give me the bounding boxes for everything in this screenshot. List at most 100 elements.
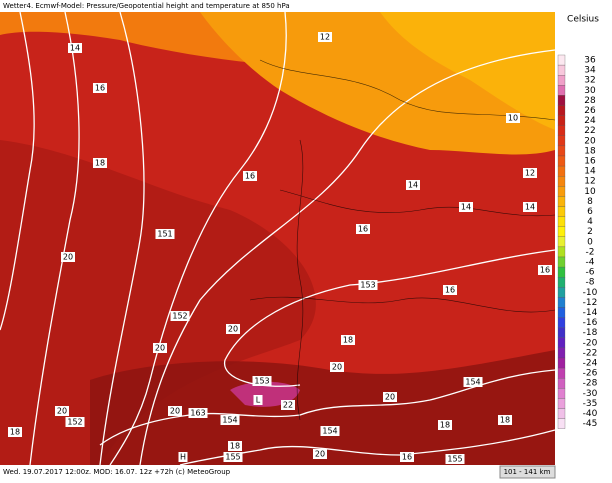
legend-swatch (557, 64, 566, 76)
legend-label: 6 (587, 207, 593, 217)
contour-label: 20 (385, 393, 395, 402)
contour-label: 18 (10, 428, 20, 437)
contour-label: 14 (70, 44, 80, 53)
legend-swatch (557, 75, 566, 86)
legend-label: 4 (587, 217, 593, 227)
label-box (463, 377, 483, 387)
label-box (506, 113, 520, 123)
label-box (445, 454, 465, 464)
dark-region (0, 140, 316, 465)
label-box (313, 449, 327, 459)
legend-label: -24 (583, 359, 598, 369)
header-title: Wetter4. Ecmwf-Model: Pressure/Geopotent… (3, 2, 290, 10)
legend-label: 34 (584, 66, 596, 76)
label-box (383, 392, 397, 402)
contour-label: 153 (360, 281, 375, 290)
label-box (170, 311, 190, 321)
label-box (243, 171, 257, 181)
legend-swatch (557, 186, 566, 197)
label-box (459, 202, 473, 212)
yellow-region (380, 12, 555, 130)
legend-label: 22 (584, 126, 595, 136)
legend-label: 2 (587, 227, 593, 237)
label-box (253, 395, 263, 405)
label-box (65, 417, 85, 427)
label-box (168, 406, 182, 416)
contour-label: 153 (254, 377, 269, 386)
legend-swatch (557, 226, 566, 237)
legend-swatch (557, 398, 566, 409)
borders (249, 59, 556, 421)
contour-label: 154 (322, 427, 337, 436)
legend-swatch (557, 145, 566, 157)
legend-swatch (557, 277, 566, 288)
legend-label: -12 (583, 298, 598, 308)
label-box (153, 343, 167, 353)
label-box (93, 83, 107, 93)
legend-swatch (557, 388, 566, 399)
contour-label: 16 (95, 84, 105, 93)
legend-swatch (557, 408, 566, 419)
label-box (358, 280, 378, 290)
legend-label: 0 (587, 237, 593, 247)
legend-swatch (557, 418, 566, 429)
legend-label: -2 (586, 247, 595, 257)
legend-label: -26 (583, 369, 598, 379)
contour-label: 20 (170, 407, 180, 416)
contour-label: 12 (525, 169, 535, 178)
label-box (8, 427, 22, 437)
legend-swatch (557, 135, 566, 147)
contour-label: 20 (57, 407, 67, 416)
contour-label: H (180, 453, 186, 462)
isohypses (0, 11, 556, 466)
contour-label: 16 (245, 172, 255, 181)
label-box (228, 441, 242, 451)
label-box (281, 400, 295, 410)
footer-right: 101 - 141 km (504, 468, 551, 476)
legend-label: 20 (584, 136, 596, 146)
label-box (523, 168, 537, 178)
legend-swatch (557, 357, 566, 369)
contour-label: 12 (320, 33, 330, 42)
legend-swatch (557, 337, 566, 349)
footer-left: Wed. 19.07.2017 12:00z. MOD: 16.07. 12z … (3, 468, 231, 476)
legend-label: 26 (584, 106, 596, 116)
legend-label: -4 (586, 258, 595, 268)
contour-label: 20 (228, 325, 238, 334)
label-box (443, 285, 457, 295)
legend-label: 36 (584, 56, 596, 66)
contour-label: 20 (155, 344, 165, 353)
label-box (498, 415, 512, 425)
contour-label: 18 (440, 421, 450, 430)
label-box (330, 362, 344, 372)
contour-label: 16 (358, 225, 368, 234)
legend-label: 8 (587, 197, 593, 207)
legend-label: -28 (583, 379, 598, 389)
contour-label: 14 (461, 203, 471, 212)
label-box (188, 408, 208, 418)
legend-label: 16 (584, 157, 596, 167)
label-box (538, 265, 552, 275)
contour-label: 10 (508, 114, 518, 123)
contour-label: 20 (63, 253, 73, 262)
legend-label: -40 (583, 409, 598, 419)
contour-label: 22 (283, 401, 293, 410)
contour-label: 14 (525, 203, 535, 212)
legend-label: 30 (584, 86, 596, 96)
contour-label: 154 (222, 416, 237, 425)
label-box (68, 43, 82, 53)
legend-swatch (557, 165, 566, 177)
contour-label: 152 (172, 312, 187, 321)
legend-label: -14 (583, 308, 598, 318)
legend-label: -6 (586, 268, 595, 278)
legend-label: 32 (584, 76, 595, 86)
contour-label: L (256, 396, 261, 405)
label-box (318, 32, 332, 42)
contour-label: 20 (315, 450, 325, 459)
contour-label: 16 (540, 266, 550, 275)
legend-label: -20 (583, 338, 598, 348)
label-box (356, 224, 370, 234)
contour-label: 18 (95, 159, 105, 168)
